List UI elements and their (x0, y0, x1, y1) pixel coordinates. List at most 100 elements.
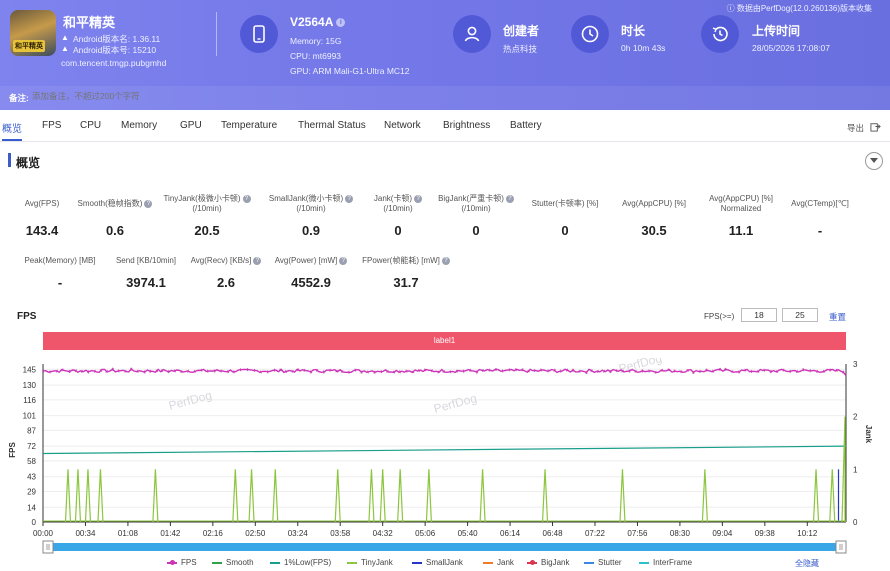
x-tick-label: 01:08 (118, 529, 139, 538)
app-icon: 和平精英 (10, 10, 56, 56)
tab-battery[interactable]: Battery (510, 120, 542, 131)
tab-network[interactable]: Network (384, 120, 421, 131)
tab-temperature[interactable]: Temperature (221, 120, 278, 131)
y-right-tick-label: 2 (853, 413, 858, 422)
metric-value: - (817, 223, 823, 238)
x-tick-label: 07:22 (585, 529, 606, 538)
x-tick-label: 06:48 (543, 529, 564, 538)
watermark: PerfDog (432, 391, 478, 416)
tinyjank-spike (97, 469, 104, 523)
y-tick-label: 58 (27, 457, 36, 466)
user-icon (453, 15, 491, 53)
fps-threshold-input-1[interactable] (741, 308, 777, 322)
tab-fps[interactable]: FPS (42, 120, 62, 131)
legend-item[interactable]: Smooth (212, 558, 254, 567)
collapse-button[interactable] (865, 152, 883, 170)
legend-dot (530, 560, 535, 565)
note-input[interactable] (32, 91, 332, 101)
y-tick-label: 29 (27, 487, 36, 496)
export-icon[interactable] (870, 121, 881, 132)
label-band[interactable]: label1 (43, 332, 846, 350)
metric-label: Avg(AppCPU) [%] (622, 199, 686, 208)
export-button[interactable]: 导出 (846, 123, 864, 133)
legend-marker (527, 560, 537, 565)
y-tick-label: 87 (27, 426, 36, 435)
active-tab-indicator (2, 139, 22, 141)
reset-button[interactable]: 重置 (829, 312, 847, 322)
legend-marker (584, 562, 594, 564)
tinyjank-spike (152, 469, 159, 523)
legend-label: BigJank (541, 558, 570, 567)
fps-threshold-input-2[interactable] (782, 308, 818, 322)
legend-label: TinyJank (361, 558, 393, 567)
help-icon[interactable]: ? (441, 256, 450, 265)
legend-item[interactable]: SmallJank (412, 558, 463, 567)
metric-value: 0 (561, 223, 569, 238)
header-divider (216, 12, 217, 56)
metric-label: SmallJank(微小卡顿)? (/10min) (251, 194, 371, 214)
y-right-tick-label: 3 (853, 360, 858, 369)
legend-label: FPS (181, 558, 197, 567)
help-icon[interactable]: ? (242, 194, 251, 203)
legend-item[interactable]: Stutter (584, 558, 622, 567)
creator-label: 创建者 (503, 24, 540, 38)
metric-value: 11.1 (728, 223, 754, 238)
y-tick-label: 145 (23, 365, 37, 374)
chart-legend: 全隐藏 FPS Smooth 1%Low(FPS) TinyJank SmallJank… (0, 558, 890, 570)
tab-bar: 概览 FPS CPU Memory GPU Temperature Therma… (0, 110, 890, 142)
legend-item[interactable]: InterFrame (639, 558, 692, 567)
metric-label: Avg(CTemp)[℃] (791, 199, 849, 208)
metric-value: 0 (472, 223, 480, 238)
x-tick-label: 09:04 (712, 529, 733, 538)
timeline-range (49, 543, 840, 551)
y-tick-label: 72 (27, 442, 36, 451)
legend-marker (347, 562, 357, 564)
tab-gpu[interactable]: GPU (180, 120, 202, 131)
legend-item[interactable]: 1%Low(FPS) (270, 558, 331, 567)
fps-threshold-label: FPS(>=) (704, 312, 735, 321)
metric-value: 0.6 (105, 223, 125, 238)
x-tick-label: 10:12 (797, 529, 818, 538)
legend-item[interactable]: TinyJank (347, 558, 393, 567)
timeline-handle-right[interactable] (835, 540, 847, 554)
y-tick-label: 0 (32, 518, 37, 527)
tab-cpu[interactable]: CPU (80, 120, 102, 131)
tab-thermal-status[interactable]: Thermal Status (298, 120, 366, 131)
note-label: 备注: (9, 93, 29, 103)
tinyjank-spike (701, 469, 708, 523)
legend-marker (212, 562, 222, 564)
legend-label: Smooth (226, 558, 254, 567)
hide-all-button[interactable]: 全隐藏 (795, 559, 819, 568)
metric-value: - (57, 275, 63, 290)
legend-item[interactable]: FPS (167, 558, 197, 567)
x-tick-label: 03:24 (288, 529, 309, 538)
metric-label: Avg(FPS) (24, 199, 60, 208)
clock-icon (571, 15, 609, 53)
metric-value: 20.5 (194, 223, 220, 238)
help-icon[interactable]: ? (339, 256, 348, 265)
help-icon[interactable]: ? (144, 199, 153, 208)
history-icon (701, 15, 739, 53)
help-icon[interactable]: ? (505, 194, 514, 203)
tab-brightness[interactable]: Brightness (443, 120, 491, 131)
info-icon[interactable]: i (336, 18, 346, 28)
legend-item[interactable]: Jank (483, 558, 514, 567)
help-icon[interactable]: ? (345, 194, 354, 203)
x-tick-label: 02:50 (245, 529, 266, 538)
timeline-handle-left[interactable] (42, 540, 54, 554)
tab-overview[interactable]: 概览 (2, 124, 22, 135)
upload-time-label: 上传时间 (752, 24, 801, 38)
metric-label: Peak(Memory) [MB] (24, 256, 96, 265)
x-tick-label: 02:16 (203, 529, 224, 538)
metric-value: 2.6 (216, 275, 236, 290)
metric-value: 30.5 (641, 223, 667, 238)
y-tick-label: 14 (27, 503, 36, 512)
legend-item[interactable]: BigJank (527, 558, 570, 567)
help-icon[interactable]: ? (253, 256, 262, 265)
help-icon[interactable]: ? (414, 194, 423, 203)
y-right-axis-title: Jank (864, 425, 873, 444)
y-tick-label: 101 (23, 412, 37, 421)
app-name: 和平精英 (63, 15, 116, 30)
tab-memory[interactable]: Memory (121, 120, 158, 131)
x-tick-label: 05:40 (458, 529, 479, 538)
